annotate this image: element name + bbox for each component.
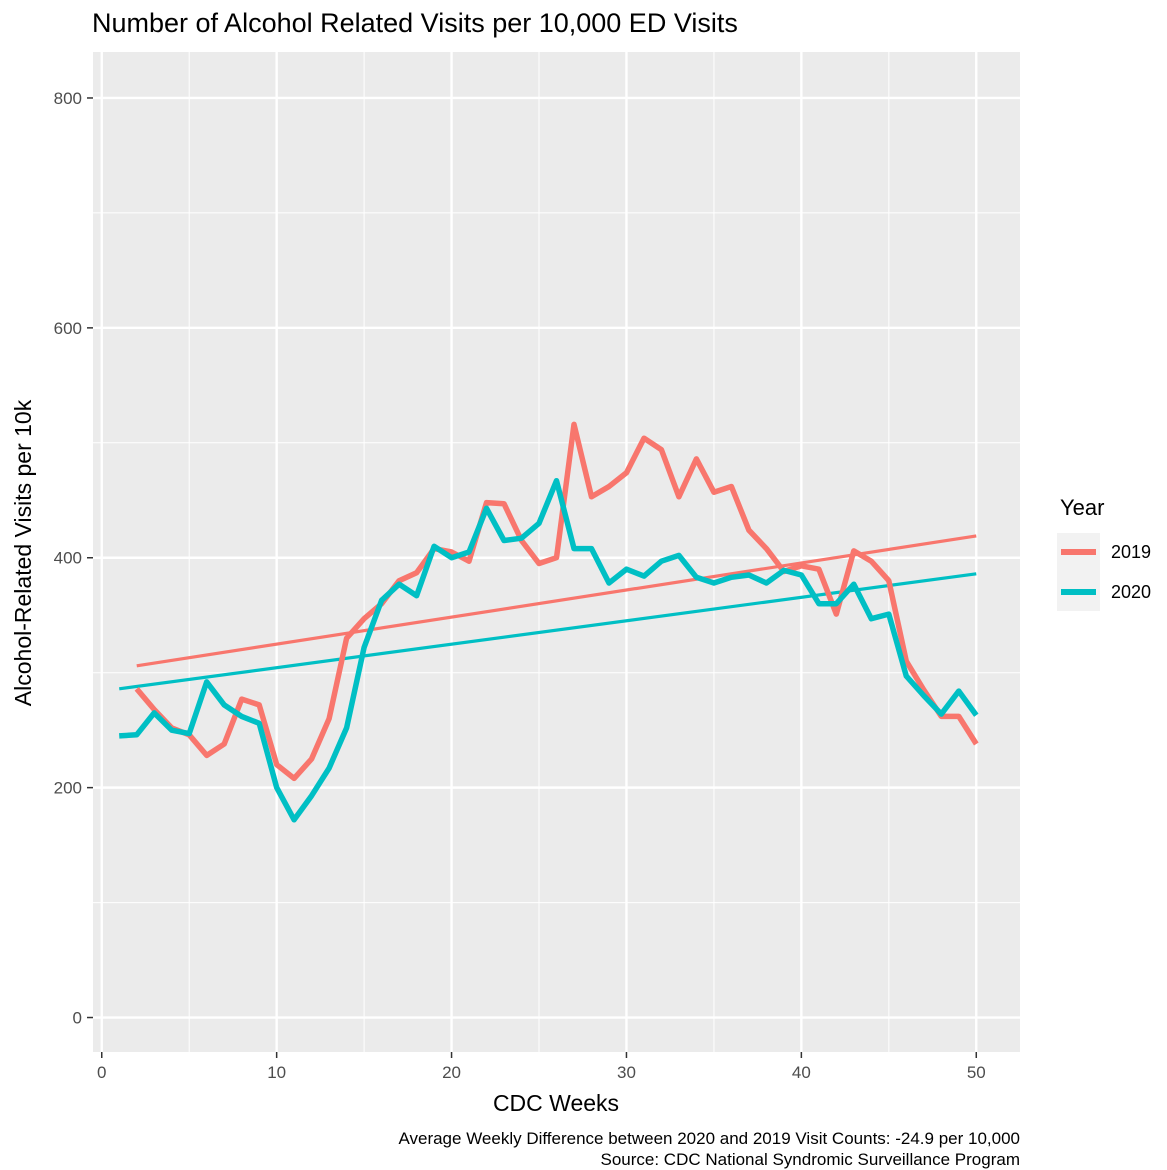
x-axis-ticks: 0 10 20 30 40 50 xyxy=(97,1052,986,1082)
y-tick-label: 0 xyxy=(73,1009,82,1028)
y-axis-ticks: 0 200 400 600 800 xyxy=(54,89,93,1028)
grid-lines xyxy=(93,52,1020,1052)
series-line-2019 xyxy=(134,421,979,782)
legend-title: Year xyxy=(1060,495,1104,520)
legend-label-2019: 2019 xyxy=(1111,542,1151,562)
x-axis-title: CDC Weeks xyxy=(493,1090,619,1116)
legend: Year 2019 2020 xyxy=(1057,495,1151,611)
x-tick-label: 10 xyxy=(267,1063,286,1082)
trend-line-2019 xyxy=(136,534,977,668)
x-tick-label: 40 xyxy=(792,1063,811,1082)
x-tick-label: 20 xyxy=(442,1063,461,1082)
series-line-2020 xyxy=(119,477,979,823)
y-tick-label: 400 xyxy=(54,549,82,568)
x-tick-label: 30 xyxy=(617,1063,636,1082)
y-tick-label: 800 xyxy=(54,89,82,108)
y-tick-label: 200 xyxy=(54,779,82,798)
legend-key-background xyxy=(1057,533,1100,611)
y-axis-title: Alcohol-Related Visits per 10k xyxy=(10,399,36,706)
caption-difference: Average Weekly Difference between 2020 a… xyxy=(398,1129,1020,1148)
y-tick-label: 600 xyxy=(54,319,82,338)
x-tick-label: 0 xyxy=(97,1063,106,1082)
series-lines xyxy=(119,421,979,823)
x-tick-label: 50 xyxy=(967,1063,986,1082)
caption-source: Source: CDC National Syndromic Surveilla… xyxy=(601,1150,1021,1169)
trend-lines xyxy=(119,534,977,691)
legend-label-2020: 2020 xyxy=(1111,582,1151,602)
trend-line-2020 xyxy=(119,572,977,691)
chart-title: Number of Alcohol Related Visits per 10,… xyxy=(92,8,738,38)
